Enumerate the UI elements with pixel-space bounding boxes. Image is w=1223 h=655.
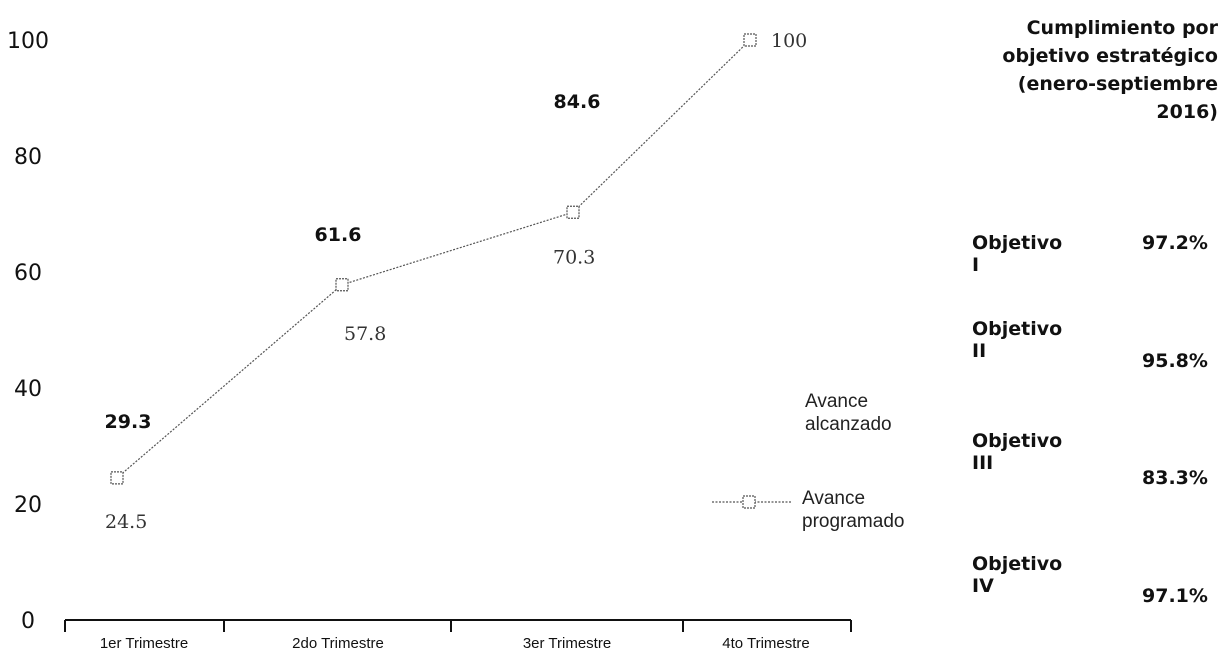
legend [712, 496, 792, 508]
y-tick-label-40: 40 [14, 377, 42, 402]
marker-programmed-3 [567, 206, 579, 218]
y-tick-label-20: 20 [14, 493, 42, 518]
objective-name-3: Objetivo III [972, 430, 1062, 474]
marker-programmed-4 [744, 34, 756, 46]
legend-label-programmed: Avance programado [802, 487, 942, 533]
y-tick-label-80: 80 [14, 145, 42, 170]
data-label-achieved-1: 29.3 [105, 411, 152, 433]
chart-axes [65, 620, 851, 632]
x-tick-label-2: 2do Trimestre [292, 635, 384, 652]
side-panel-title: Cumplimiento por objetivo estratégico (e… [930, 14, 1218, 126]
data-label-achieved-2: 61.6 [315, 224, 362, 246]
x-tick-label-4: 4to Trimestre [722, 635, 810, 652]
objective-name-2: Objetivo II [972, 318, 1062, 362]
legend-text-programmed: Avance programado [802, 487, 942, 533]
y-tick-label-0: 0 [21, 609, 35, 634]
x-tick-label-3: 3er Trimestre [523, 635, 611, 652]
side-title-line-1: Cumplimiento por [930, 14, 1218, 42]
y-tick-label-100: 100 [7, 29, 49, 54]
plot-area [111, 34, 756, 484]
objective-value-4: 97.1% [1142, 585, 1208, 607]
series-line-programmed [117, 40, 750, 478]
marker-programmed-1 [111, 472, 123, 484]
data-label-programmed-1: 24.5 [105, 511, 147, 533]
side-title-line-2: objetivo estratégico [930, 42, 1218, 70]
y-axis-ticks: 0 20 40 60 80 100 [7, 29, 49, 634]
objective-value-2: 95.8% [1142, 350, 1208, 372]
x-tick-label-1: 1er Trimestre [100, 635, 188, 652]
objective-value-3: 83.3% [1142, 467, 1208, 489]
data-label-achieved-3: 84.6 [554, 91, 601, 113]
data-label-programmed-3: 70.3 [553, 246, 595, 268]
marker-programmed-2 [336, 279, 348, 291]
data-label-programmed-4: 100 [771, 30, 807, 52]
objective-value-1: 97.2% [1142, 232, 1208, 254]
x-axis-ticks: 1er Trimestre 2do Trimestre 3er Trimestre 4… [100, 635, 810, 652]
objective-name-4: Objetivo IV [972, 553, 1062, 597]
data-label-programmed-2: 57.8 [344, 323, 386, 345]
side-title-line-3: (enero-septiembre [930, 70, 1218, 98]
side-title-line-4: 2016) [930, 98, 1218, 126]
legend-label-achieved: Avance alcanzado [805, 390, 925, 436]
objective-name-1: Objetivo I [972, 232, 1062, 276]
legend-marker-programmed [743, 496, 755, 508]
legend-text-achieved: Avance alcanzado [805, 390, 925, 436]
data-labels: 24.5 57.8 70.3 100 29.3 61.6 84.6 [105, 30, 808, 533]
y-tick-label-60: 60 [14, 261, 42, 286]
